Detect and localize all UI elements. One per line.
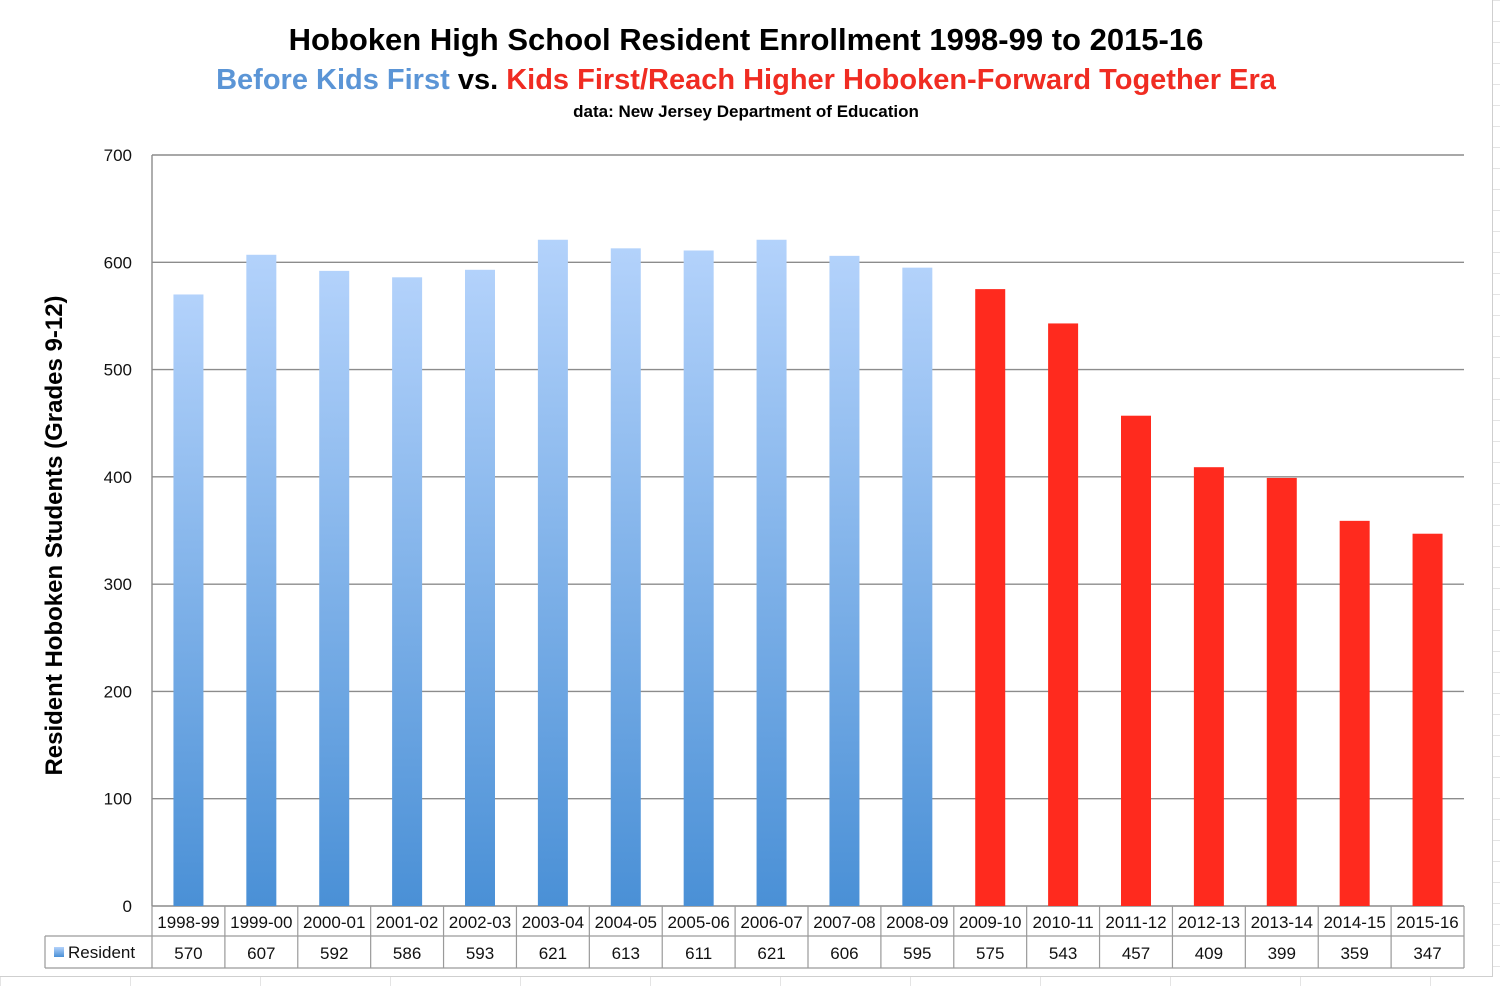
y-tick-label-500: 500 xyxy=(104,361,132,380)
bar-2005-06 xyxy=(683,250,714,907)
y-tick-label-600: 600 xyxy=(104,253,132,272)
subtitle-after-era: Kids First/Reach Higher Hoboken-Forward … xyxy=(506,64,1276,96)
data-table-value-2009-10: 575 xyxy=(976,944,1004,963)
y-tick-label-400: 400 xyxy=(104,468,132,487)
data-table-value-2008-09: 595 xyxy=(903,944,931,963)
x-tick-label-2012-13: 2012-13 xyxy=(1178,913,1240,932)
x-tick-label-1999-00: 1999-00 xyxy=(230,913,292,932)
bar-2000-01 xyxy=(319,270,350,907)
data-table-value-1999-00: 607 xyxy=(247,944,275,963)
x-tick-label-2013-14: 2013-14 xyxy=(1251,913,1313,932)
x-tick-label-2008-09: 2008-09 xyxy=(886,913,948,932)
y-tick-label-200: 200 xyxy=(104,682,132,701)
bar-2004-05 xyxy=(610,248,641,907)
data-table-value-2004-05: 613 xyxy=(612,944,640,963)
x-tick-label-2002-03: 2002-03 xyxy=(449,913,511,932)
bar-2013-14 xyxy=(1266,477,1297,906)
bar-2012-13 xyxy=(1193,467,1224,906)
bar-2015-16 xyxy=(1412,533,1443,906)
data-table-value-2002-03: 593 xyxy=(466,944,494,963)
data-table-value-2013-14: 399 xyxy=(1268,944,1296,963)
data-table-value-2000-01: 592 xyxy=(320,944,348,963)
data-table-value-2006-07: 621 xyxy=(757,944,785,963)
x-tick-label-2001-02: 2001-02 xyxy=(376,913,438,932)
data-table-value-2007-08: 606 xyxy=(830,944,858,963)
y-tick-label-300: 300 xyxy=(104,575,132,594)
x-tick-label-2005-06: 2005-06 xyxy=(667,913,729,932)
bar-2007-08 xyxy=(829,255,860,906)
x-tick-label-2003-04: 2003-04 xyxy=(522,913,584,932)
x-tick-label-2000-01: 2000-01 xyxy=(303,913,365,932)
bar-2008-09 xyxy=(902,267,933,906)
x-tick-label-2010-11: 2010-11 xyxy=(1033,913,1094,932)
y-tick-label-0: 0 xyxy=(123,897,132,916)
data-table-value-2010-11: 543 xyxy=(1049,944,1077,963)
data-table-value-2005-06: 611 xyxy=(685,944,712,963)
x-tick-label-2007-08: 2007-08 xyxy=(813,913,875,932)
x-tick-label-2004-05: 2004-05 xyxy=(595,913,657,932)
data-table-value-2012-13: 409 xyxy=(1195,944,1223,963)
data-table-value-2001-02: 586 xyxy=(393,944,421,963)
x-tick-label-2009-10: 2009-10 xyxy=(959,913,1021,932)
bar-2010-11 xyxy=(1048,323,1079,906)
legend-swatch-resident xyxy=(54,947,64,957)
legend-label-resident: Resident xyxy=(68,943,135,962)
bar-2014-15 xyxy=(1339,520,1370,906)
y-tick-label-700: 700 xyxy=(104,146,132,165)
subtitle-vs: vs. xyxy=(449,64,507,96)
data-table-value-2015-16: 347 xyxy=(1413,944,1441,963)
chart-subtitle: Before Kids First vs. Kids First/Reach H… xyxy=(0,64,1492,97)
chart-title: Hoboken High School Resident Enrollment … xyxy=(288,22,1204,57)
x-tick-label-2015-16: 2015-16 xyxy=(1396,913,1458,932)
data-source-note: data: New Jersey Department of Education xyxy=(573,102,919,121)
subtitle-before-era: Before Kids First xyxy=(216,64,450,96)
data-table-value-2014-15: 359 xyxy=(1340,944,1368,963)
data-table-value-1998-99: 570 xyxy=(174,944,202,963)
x-tick-label-2006-07: 2006-07 xyxy=(740,913,802,932)
bar-2009-10 xyxy=(975,289,1006,906)
x-tick-label-2014-15: 2014-15 xyxy=(1323,913,1385,932)
data-table-value-2003-04: 621 xyxy=(539,944,567,963)
x-tick-label-2011-12: 2011-12 xyxy=(1105,913,1166,932)
bar-2011-12 xyxy=(1121,415,1151,906)
y-axis-label: Resident Hoboken Students (Grades 9-12) xyxy=(41,295,68,775)
y-tick-label-100: 100 xyxy=(104,790,132,809)
bar-2002-03 xyxy=(465,269,495,906)
bar-1998-99 xyxy=(173,294,204,906)
bar-2001-02 xyxy=(392,277,423,906)
bar-1999-00 xyxy=(246,254,277,907)
bar-2003-04 xyxy=(537,239,568,906)
data-table-value-2011-12: 457 xyxy=(1122,944,1150,963)
bar-2006-07 xyxy=(756,239,787,906)
x-tick-label-1998-99: 1998-99 xyxy=(157,913,219,932)
